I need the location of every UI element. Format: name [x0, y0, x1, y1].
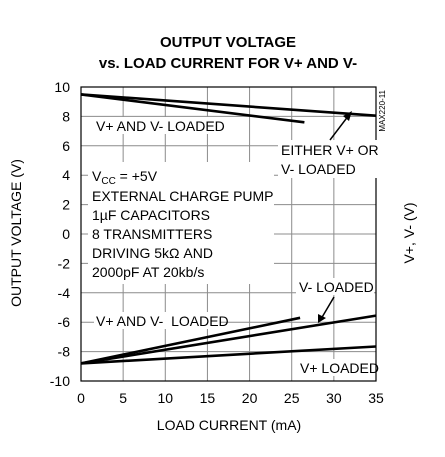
- vcc-main: V: [92, 168, 102, 184]
- annotation-upper-both-background: [94, 117, 246, 134]
- annotation-v-plus-text: V+ LOADED: [300, 360, 379, 376]
- y-tick-label--2: -2: [58, 255, 71, 271]
- annotation-v-minus-text: V- LOADED: [299, 279, 374, 295]
- x-tick-label-20: 20: [242, 390, 258, 406]
- conditions-box: VCC = +5V EXTERNAL CHARGE PUMP 1µF CAPAC…: [88, 162, 274, 284]
- chart-title: OUTPUT VOLTAGE: [160, 34, 296, 51]
- y-tick-label-6: 6: [62, 138, 70, 154]
- y-axis-label: OUTPUT VOLTAGE (V): [8, 159, 24, 307]
- y-axis-label-right: V+, V- (V): [401, 202, 417, 263]
- annotation-lower-both: V+ AND V- LOADED: [94, 312, 229, 329]
- annotation-either-line-2: V- LOADED: [281, 161, 356, 177]
- annotation-either: EITHER V+ OR V- LOADED: [278, 111, 379, 178]
- annotation-v-minus: V- LOADED: [296, 278, 374, 323]
- y-tick-label-2: 2: [62, 197, 70, 213]
- conditions-line-3: 8 TRANSMITTERS: [92, 226, 212, 242]
- x-tick-label-25: 25: [284, 390, 300, 406]
- annotation-lower-both-background: [94, 312, 220, 329]
- y-tick-label-4: 4: [62, 167, 70, 183]
- y-tick-label--10: -10: [50, 373, 70, 389]
- vcc-value: = +5V: [116, 168, 158, 184]
- x-tick-label-15: 15: [200, 390, 216, 406]
- series-line-2: [80, 93, 377, 117]
- y-tick-label-10: 10: [54, 79, 70, 95]
- annotation-upper-both: V+ AND V- LOADED: [94, 117, 246, 134]
- series-line-1: [80, 93, 305, 124]
- x-tick-label-30: 30: [326, 390, 342, 406]
- chart-subtitle: vs. LOAD CURRENT FOR V+ AND V-: [99, 55, 357, 72]
- conditions-vcc: VCC = +5V: [92, 168, 158, 187]
- x-tick-label-35: 35: [368, 390, 384, 406]
- y-tick-label--6: -6: [58, 314, 71, 330]
- annotation-either-pointer: [329, 114, 350, 141]
- annotation-v-minus-arrowhead: [318, 314, 326, 323]
- conditions-line-2: 1µF CAPACITORS: [92, 207, 210, 223]
- annotation-lower-both-text: V+ AND V- LOADED: [96, 313, 229, 329]
- plot-frame: [80, 86, 377, 382]
- y-tick-label--8: -8: [58, 344, 71, 360]
- y-tick-label--4: -4: [58, 285, 71, 301]
- annotation-upper-both-text: V+ AND V- LOADED: [96, 118, 225, 134]
- annotation-v-minus-background: [296, 278, 374, 295]
- conditions-line-4: DRIVING 5kΩ AND: [92, 245, 213, 261]
- y-tick-label-0: 0: [62, 226, 70, 242]
- annotation-v-minus-pointer: [320, 296, 335, 320]
- annotation-either-arrowhead: [343, 111, 352, 121]
- conditions-box-background: [88, 162, 274, 284]
- annotation-v-plus: V+ LOADED: [298, 359, 379, 376]
- x-tick-label-0: 0: [77, 390, 85, 406]
- conditions-line-1: EXTERNAL CHARGE PUMP: [92, 188, 274, 204]
- plot-border: [80, 86, 377, 382]
- x-axis-label: LOAD CURRENT (mA): [157, 417, 301, 433]
- x-tick-label-10: 10: [157, 390, 173, 406]
- y-tick-label-8: 8: [62, 108, 70, 124]
- figure-code: MAX220-11: [378, 89, 387, 131]
- series-lines: [80, 93, 377, 365]
- vcc-sub: CC: [101, 176, 115, 187]
- series-line-3: [80, 316, 301, 365]
- series-line-5: [80, 345, 377, 365]
- conditions-line-5: 2000pF AT 20kb/s: [92, 264, 204, 280]
- series-line-4: [80, 314, 377, 365]
- x-tick-label-5: 5: [119, 390, 127, 406]
- annotation-either-background: [278, 140, 378, 178]
- annotation-v-plus-background: [298, 359, 374, 376]
- annotation-either-line-1: EITHER V+ OR: [281, 142, 379, 158]
